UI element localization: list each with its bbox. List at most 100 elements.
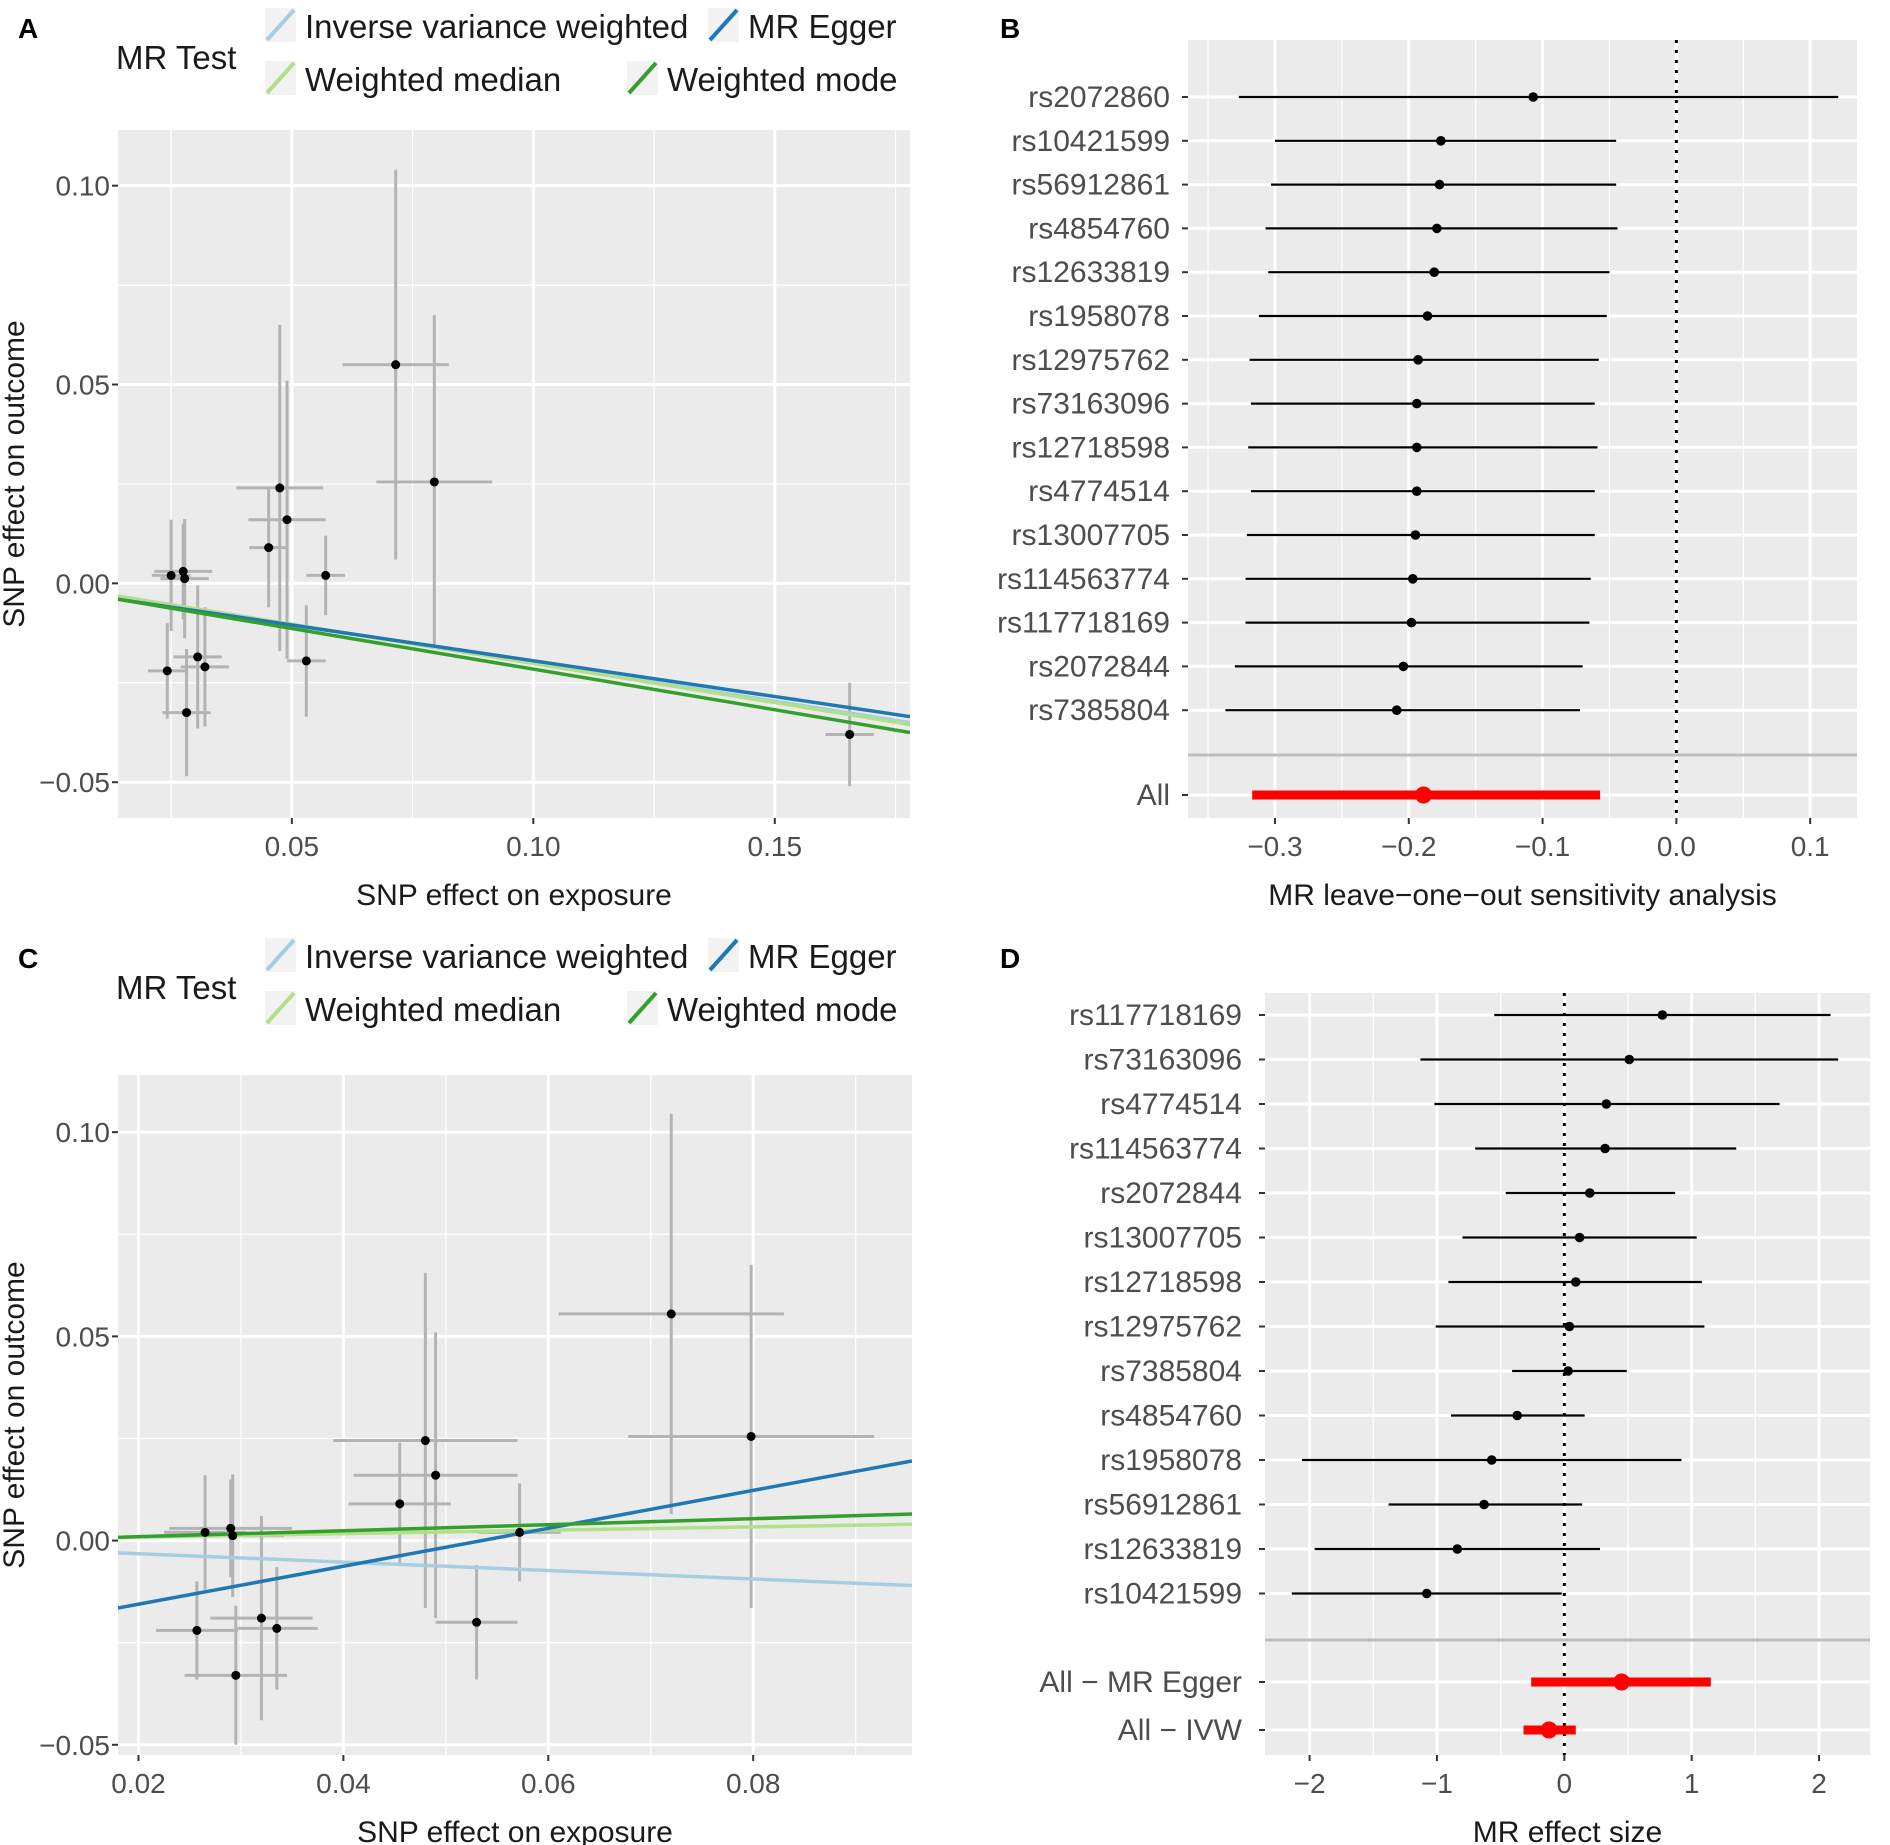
plot-background — [118, 1075, 912, 1755]
estimate-point — [1564, 1321, 1575, 1332]
snp-label: rs10421599 — [1012, 125, 1170, 158]
estimate-point — [1434, 179, 1445, 190]
ivw-legend-icon — [265, 8, 296, 42]
snp-point — [264, 543, 274, 553]
snp-label: rs117718169 — [997, 607, 1170, 640]
y-tick-label: 0.05 — [56, 370, 111, 401]
snp-point — [256, 1613, 266, 1623]
estimate-point — [1563, 1366, 1573, 1376]
snp-point — [845, 729, 855, 739]
snp-point — [231, 1670, 241, 1680]
estimate-point — [1574, 1232, 1585, 1243]
snp-label: rs4854760 — [1100, 1400, 1242, 1433]
legend-label-egger: MR Egger — [748, 8, 897, 45]
x-axis-title: SNP effect on exposure — [357, 1816, 673, 1845]
ivw-legend-icon — [265, 938, 296, 972]
legend-label-wmode: Weighted mode — [667, 61, 898, 98]
summary-label: All — [1137, 779, 1170, 812]
panel-label: B — [1000, 13, 1020, 44]
estimate-point — [1410, 530, 1421, 540]
y-tick-label: 0.00 — [56, 1526, 111, 1557]
snp-label: rs13007705 — [1084, 1222, 1242, 1255]
snp-point — [666, 1309, 676, 1319]
estimate-point — [1479, 1499, 1489, 1510]
snp-point — [321, 570, 331, 580]
estimate-point — [1486, 1455, 1497, 1465]
estimate-point — [1624, 1054, 1635, 1065]
wmode-regression-line — [118, 1512, 912, 1540]
legend-label-wmedian: Weighted median — [305, 61, 561, 98]
egger-regression-line — [118, 597, 910, 719]
snp-point — [192, 1625, 202, 1635]
snp-point — [178, 566, 188, 576]
snp-label: rs12633819 — [1084, 1533, 1242, 1566]
snp-point — [301, 656, 311, 666]
summary-label: All − IVW — [1118, 1714, 1243, 1747]
snp-label: rs1958078 — [1100, 1444, 1242, 1477]
snp-label: rs12718598 — [1012, 431, 1170, 464]
snp-label: rs114563774 — [997, 563, 1170, 596]
estimate-point — [1512, 1410, 1522, 1421]
x-tick-label: 0.10 — [506, 831, 561, 862]
estimate-point — [1411, 398, 1422, 409]
snp-point — [515, 1527, 525, 1537]
x-tick-label: −0.3 — [1247, 831, 1302, 862]
legend-label-ivw: Inverse variance weighted — [305, 8, 688, 45]
estimate-point — [1432, 223, 1442, 234]
snp-label: rs12633819 — [1012, 256, 1170, 289]
panel-c: C MR Test Inverse variance weighted MR Egge… — [0, 938, 912, 1845]
snp-point — [429, 477, 439, 487]
summary-estimate-point — [1414, 786, 1432, 804]
snp-label: rs2072860 — [1028, 81, 1170, 114]
x-tick-label: 0.05 — [265, 831, 320, 862]
estimate-point — [1452, 1544, 1463, 1554]
estimate-point — [1429, 267, 1439, 278]
snp-label: rs56912861 — [1084, 1489, 1242, 1522]
panel-b: B −0.3 −0.2 −0.1 0.0 0.1 rs2072860 rs10421599 rs… — [997, 13, 1857, 912]
x-tick-label: 0.15 — [748, 831, 803, 862]
snp-label: rs12975762 — [1012, 344, 1170, 377]
summary-label: All − MR Egger — [1039, 1666, 1242, 1699]
x-tick-label: 0.04 — [316, 1768, 371, 1799]
snp-point — [746, 1431, 756, 1441]
panel-label: D — [1000, 943, 1020, 974]
snp-label: rs10421599 — [1084, 1578, 1242, 1611]
wmedian-legend-icon — [265, 61, 296, 95]
estimate-point — [1436, 136, 1446, 146]
y-axis-title: SNP effect on outcome — [0, 1261, 31, 1568]
x-tick-label: 0.06 — [521, 1768, 576, 1799]
x-axis-title: SNP effect on exposure — [356, 879, 672, 912]
estimate-point — [1391, 705, 1402, 715]
snp-label: rs7385804 — [1100, 1355, 1242, 1388]
estimate-point — [1407, 574, 1418, 584]
snp-point — [275, 483, 285, 493]
snp-label: rs4854760 — [1028, 212, 1170, 245]
x-tick-label: −0.1 — [1515, 831, 1570, 862]
snp-point — [200, 1527, 210, 1537]
estimate-point — [1413, 355, 1423, 365]
x-tick-label: 2 — [1811, 1768, 1827, 1799]
legend-label-egger: MR Egger — [748, 938, 897, 975]
snp-label: rs7385804 — [1028, 694, 1170, 727]
y-tick-label: −0.05 — [39, 767, 110, 798]
plot-area — [118, 169, 910, 787]
x-tick-label: 0 — [1557, 1768, 1573, 1799]
estimate-point — [1600, 1143, 1610, 1154]
snp-point — [282, 515, 292, 525]
snp-label: rs56912861 — [1012, 169, 1170, 202]
snp-point — [228, 1531, 238, 1541]
summary-estimate-point — [1613, 1673, 1631, 1691]
y-tick-label: 0.05 — [56, 1321, 111, 1352]
y-tick-label: 0.00 — [56, 568, 111, 599]
snp-label: rs73163096 — [1012, 388, 1170, 421]
wmode-legend-icon — [627, 991, 658, 1025]
estimate-point — [1601, 1099, 1612, 1109]
snp-point — [472, 1617, 482, 1627]
x-tick-label: −1 — [1421, 1768, 1453, 1799]
panel-label: C — [18, 943, 38, 974]
wmedian-legend-icon — [265, 991, 296, 1025]
estimate-point — [1398, 661, 1409, 672]
plot-background — [1188, 40, 1857, 818]
ivw-regression-line — [118, 1551, 912, 1588]
snp-point — [226, 1523, 236, 1533]
